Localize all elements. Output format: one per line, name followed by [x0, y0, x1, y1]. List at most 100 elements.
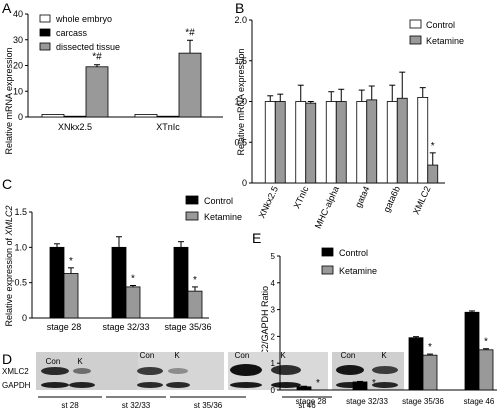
bar — [478, 349, 494, 391]
chart-panel-a: 0 10 20 30 40 *# XNkx2.5 *# XTnIc — [13, 9, 223, 132]
western-blot: XMLC2 GAPDH Con K Con K Con K Con K st 2… — [2, 351, 404, 410]
bar — [464, 311, 480, 391]
chart-layer: 010203040*#XNkx2.5*#XTnIc00.51.01.52.0XN… — [13, 9, 497, 406]
x-tick-label: XNkx2.5 — [257, 185, 280, 220]
bar — [63, 273, 79, 319]
bar — [296, 386, 312, 391]
bar — [295, 101, 307, 184]
blot-band — [230, 364, 262, 376]
legend-swatch-dissected-tissue — [39, 42, 51, 51]
blot-row-label-xmlc2: XMLC2 — [2, 367, 29, 376]
bar — [352, 381, 368, 391]
panel-label-d: D — [2, 351, 12, 367]
legend-label-dissected-tissue: dissected tissue — [56, 42, 120, 52]
significance-marker: * — [193, 275, 197, 286]
blot-band — [372, 366, 398, 374]
panel-c-ylabel: Relative expression of XMLC2 — [4, 205, 14, 326]
blot-lane-label: K — [280, 351, 286, 360]
bar — [49, 246, 65, 319]
y-tick-label: 4 — [271, 279, 276, 288]
bar — [178, 52, 202, 118]
panel-b-ylabel: Relative mRNA expression — [236, 48, 246, 155]
panel-label-a: A — [2, 0, 12, 16]
x-tick-label: XMLC2 — [411, 185, 433, 216]
blot-band — [336, 365, 364, 375]
panel-label-c: C — [2, 176, 12, 192]
legend-swatch-whole-embryo — [39, 14, 51, 23]
panel-c-ylabel-prefix: Relative expression of — [4, 235, 14, 326]
legend-label-ketamine: Ketamine — [339, 266, 377, 276]
y-tick-label: 1.5 — [14, 207, 27, 217]
xmlc2-bands — [41, 364, 398, 376]
y-tick-label: 0 — [271, 386, 276, 395]
panel-a-ylabel: Relative mRNA expression — [4, 47, 14, 154]
significance-marker: *# — [185, 27, 195, 38]
blot-stage-label: st 28 — [61, 401, 79, 410]
blot-band — [271, 365, 301, 375]
blot-band — [137, 367, 163, 375]
y-tick-label: 1.5 — [234, 56, 247, 66]
panel-label-b: B — [235, 0, 244, 16]
blot-band — [168, 368, 188, 374]
significance-marker: * — [372, 378, 376, 389]
panel-e-ylabel: XMLC2/GAPDH Ratio — [260, 286, 270, 374]
y-tick-label: 1 — [271, 359, 276, 368]
x-tick-label: stage 32/33 — [102, 322, 149, 332]
chart-panel-c: 0 0.5 1.0 1.5 * stage 28 * stage 32/33 * stage 35… — [14, 207, 211, 332]
blot-lane-label: K — [77, 357, 83, 366]
y-tick-label: 0 — [18, 112, 23, 122]
bar — [173, 246, 189, 319]
blot-band — [41, 367, 69, 375]
x-tick-label: gata6b — [381, 185, 402, 214]
bar — [134, 114, 158, 118]
chart-panel-b: 0 0.5 1.0 1.5 2.0 XNkx2.5 XTnIc MHC-alpha gata4 g… — [234, 15, 445, 230]
bar — [325, 101, 337, 184]
legend-swatch-control — [409, 19, 422, 29]
y-tick-label: 2.0 — [234, 15, 247, 25]
blot-stage-label: st 32/33 — [122, 401, 151, 410]
bar — [356, 101, 368, 184]
bar — [41, 114, 65, 118]
y-tick-label: 30 — [13, 35, 23, 45]
legend-label-control: Control — [426, 20, 455, 30]
blot-band — [69, 382, 95, 388]
blot-lane-label: K — [174, 351, 180, 360]
bar — [125, 286, 141, 319]
legend-label-ketamine: Ketamine — [204, 212, 242, 222]
y-tick-label: 1.0 — [14, 242, 27, 252]
y-tick-label: 40 — [13, 9, 23, 19]
bar — [366, 99, 378, 184]
bar — [427, 164, 439, 184]
panel-b-legend: Control Ketamine — [409, 19, 464, 46]
significance-marker: * — [131, 273, 135, 284]
blot-band — [166, 382, 190, 388]
bar — [335, 101, 347, 184]
y-tick-label: 0 — [22, 313, 27, 323]
y-tick-label: 5 — [271, 252, 276, 261]
blot-band — [372, 382, 398, 388]
x-tick-label: MHC-alpha — [313, 185, 341, 230]
legend-label-whole-embryo: whole embryo — [55, 14, 112, 24]
panel-a-legend: whole embryo carcass dissected tissue — [39, 14, 120, 52]
blot-lane-label: Con — [46, 357, 61, 366]
blot-lane-label: K — [381, 351, 387, 360]
blot-band — [137, 382, 163, 388]
x-tick-label: stage 35/36 — [164, 322, 211, 332]
x-tick-label: gata4 — [353, 185, 372, 210]
blot-lane-label: Con — [341, 351, 356, 360]
x-tick-label: stage 28 — [296, 397, 327, 406]
blot-lane-label: Con — [235, 351, 250, 360]
blot-stage-label: st 46 — [298, 401, 316, 410]
bar — [156, 115, 180, 118]
bar — [63, 115, 87, 118]
blot-lane-label: Con — [140, 351, 155, 360]
blot-band — [73, 368, 91, 374]
panel-c-legend: Control Ketamine — [185, 195, 242, 222]
bar — [187, 290, 203, 319]
legend-label-control: Control — [204, 196, 233, 206]
legend-swatch-carcass — [39, 28, 51, 37]
blot-band — [41, 382, 69, 388]
significance-marker: * — [428, 342, 432, 353]
x-tick-label: XTnIc — [292, 184, 311, 210]
y-tick-label: 1.0 — [234, 97, 247, 107]
